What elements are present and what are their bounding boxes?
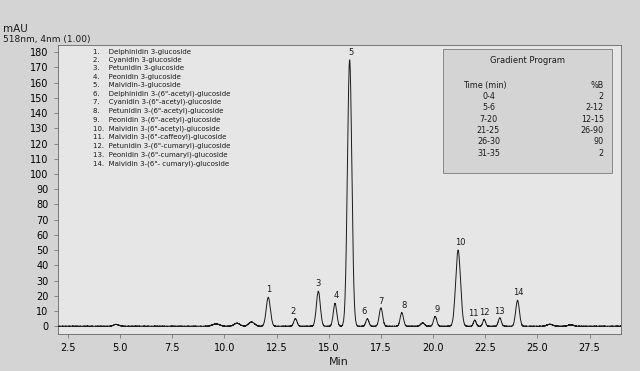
- Text: 2: 2: [599, 92, 604, 101]
- X-axis label: Min: Min: [329, 357, 349, 367]
- Text: 3: 3: [316, 279, 321, 288]
- Text: 1.    Delphinidin 3-glucoside
2.    Cyanidin 3-glucoside
3.    Petunidin 3-gluco: 1. Delphinidin 3-glucoside 2. Cyanidin 3…: [93, 49, 230, 167]
- Text: 7-20: 7-20: [479, 115, 497, 124]
- Text: 13: 13: [495, 306, 505, 316]
- Text: 2: 2: [599, 149, 604, 158]
- FancyBboxPatch shape: [444, 49, 612, 173]
- Text: Time (min): Time (min): [463, 81, 507, 90]
- Text: 0-4: 0-4: [482, 92, 495, 101]
- Text: 90: 90: [594, 137, 604, 147]
- Text: 26-30: 26-30: [477, 137, 500, 147]
- Text: 12: 12: [479, 308, 490, 317]
- Text: 21-25: 21-25: [477, 126, 500, 135]
- Text: 14: 14: [513, 288, 524, 297]
- Text: 9: 9: [435, 305, 440, 314]
- Text: 31-35: 31-35: [477, 149, 500, 158]
- Text: 518nm, 4nm (1.00): 518nm, 4nm (1.00): [3, 35, 91, 44]
- Text: 7: 7: [378, 297, 383, 306]
- Text: 6: 6: [362, 308, 367, 316]
- Text: 12-15: 12-15: [580, 115, 604, 124]
- Text: 1: 1: [266, 285, 271, 294]
- Text: 8: 8: [401, 301, 406, 310]
- Text: 2: 2: [291, 308, 296, 316]
- Text: 5: 5: [348, 48, 353, 57]
- Text: 5-6: 5-6: [482, 104, 495, 112]
- Text: 4: 4: [333, 291, 339, 301]
- Text: 10: 10: [455, 238, 465, 247]
- Text: %B: %B: [591, 81, 604, 90]
- Text: 2-12: 2-12: [586, 104, 604, 112]
- Text: 11: 11: [468, 309, 479, 318]
- Text: 26-90: 26-90: [580, 126, 604, 135]
- Text: mAU: mAU: [3, 24, 28, 34]
- Text: Gradient Program: Gradient Program: [490, 56, 565, 65]
